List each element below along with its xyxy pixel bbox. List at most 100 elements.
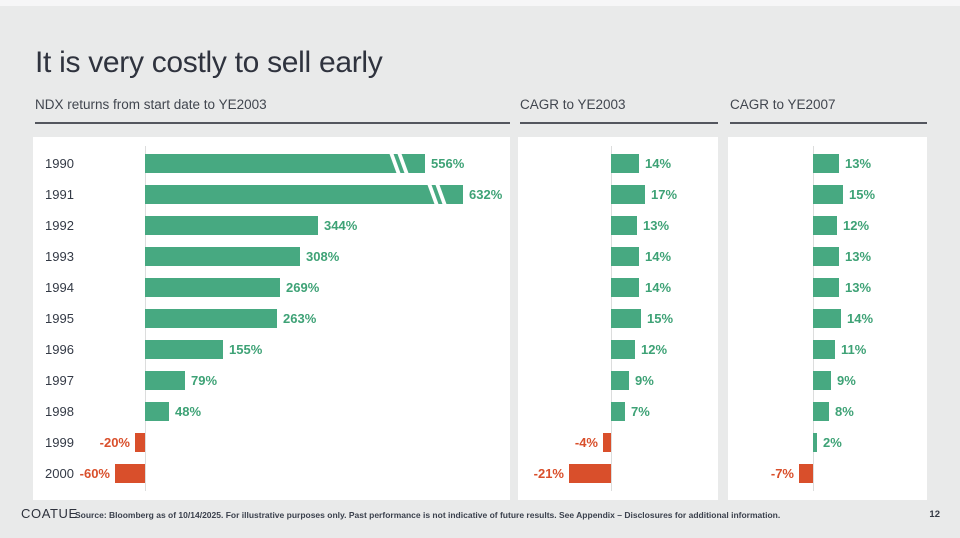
value-label: 13% [845, 249, 872, 264]
bar-1993 [813, 247, 839, 266]
bar-1992 [611, 216, 637, 235]
bar-1990 [813, 154, 839, 173]
row-1990: 1990 556% [33, 148, 510, 179]
value-label: 12% [843, 218, 870, 233]
bar-1996 [813, 340, 835, 359]
row-1990: 13% [728, 148, 927, 179]
bar-1992 [145, 216, 318, 235]
bar-1997 [813, 371, 831, 390]
value-label: -60% [79, 466, 110, 481]
year-label: 1996 [45, 342, 74, 357]
value-label: 556% [431, 156, 465, 171]
value-label: 17% [651, 187, 678, 202]
year-label: 1991 [45, 187, 74, 202]
bar-1995 [145, 309, 277, 328]
value-label: 269% [286, 280, 320, 295]
bar-1993 [145, 247, 300, 266]
year-label: 1999 [45, 435, 74, 450]
year-label: 1990 [45, 156, 74, 171]
bar-1996 [145, 340, 223, 359]
row-2000: -7% [728, 458, 927, 489]
row-1999: 2% [728, 427, 927, 458]
row-2000: -21% [518, 458, 718, 489]
value-label: 14% [847, 311, 874, 326]
value-label: -7% [770, 466, 794, 481]
bar-1998 [611, 402, 625, 421]
chart-header-cagr-ye2007: CAGR to YE2007 [730, 97, 927, 124]
year-label: 1993 [45, 249, 74, 264]
footer-disclaimer: Source: Bloomberg as of 10/14/2025. For … [75, 510, 781, 520]
chart-rows: 1990 556% 1991 632% 1992 344% 1993 308% 1994 269%… [33, 148, 510, 489]
value-label: 8% [835, 404, 854, 419]
row-1992: 12% [728, 210, 927, 241]
axis-break-icon [389, 153, 409, 174]
row-1993: 14% [518, 241, 718, 272]
row-1995: 1995 263% [33, 303, 510, 334]
row-1995: 15% [518, 303, 718, 334]
bar-1997 [145, 371, 185, 390]
value-label: 15% [849, 187, 876, 202]
bar-1999 [135, 433, 145, 452]
year-label: 1997 [45, 373, 74, 388]
coatue-logo: COATUE [21, 506, 78, 521]
value-label: 263% [283, 311, 317, 326]
row-1996: 12% [518, 334, 718, 365]
value-label: 48% [175, 404, 202, 419]
row-2000: 2000 -60% [33, 458, 510, 489]
value-label: 14% [645, 249, 672, 264]
bar-1994 [813, 278, 839, 297]
value-label: 14% [645, 156, 672, 171]
value-label: 344% [324, 218, 358, 233]
bar-1990 [145, 153, 425, 174]
chart-header-label: CAGR to YE2003 [520, 97, 626, 112]
page-title: It is very costly to sell early [35, 46, 383, 80]
chart-header-cagr-ye2003: CAGR to YE2003 [520, 97, 718, 124]
chart-rows: 14% 17% 13% 14% 14% 15% 12% 9% 7% -4% -21% [518, 148, 718, 489]
value-label: 9% [635, 373, 654, 388]
row-1997: 9% [518, 365, 718, 396]
chart-header-label: CAGR to YE2007 [730, 97, 836, 112]
row-1997: 9% [728, 365, 927, 396]
value-label: 14% [645, 280, 672, 295]
value-label: 11% [841, 342, 867, 357]
year-label: 1995 [45, 311, 74, 326]
value-label: 2% [823, 435, 842, 450]
top-strip [0, 0, 960, 6]
row-1995: 14% [728, 303, 927, 334]
chart-panel-ndx-returns: 1990 556% 1991 632% 1992 344% 1993 308% 1994 269%… [33, 137, 510, 500]
bar-1993 [611, 247, 639, 266]
bar-1995 [611, 309, 641, 328]
row-1994: 1994 269% [33, 272, 510, 303]
year-label: 1998 [45, 404, 74, 419]
row-1993: 1993 308% [33, 241, 510, 272]
row-1997: 1997 79% [33, 365, 510, 396]
axis-break-icon [427, 184, 447, 205]
value-label: -21% [533, 466, 564, 481]
bar-1994 [611, 278, 639, 297]
value-label: 7% [631, 404, 650, 419]
row-1996: 1996 155% [33, 334, 510, 365]
bar-1990 [611, 154, 639, 173]
value-label: 308% [306, 249, 340, 264]
row-1993: 13% [728, 241, 927, 272]
value-label: -4% [574, 435, 598, 450]
value-label: 13% [845, 280, 872, 295]
value-label: 13% [845, 156, 872, 171]
bar-1994 [145, 278, 280, 297]
bar-2000 [115, 464, 145, 483]
bar-1992 [813, 216, 837, 235]
row-1991: 17% [518, 179, 718, 210]
value-label: 15% [647, 311, 674, 326]
bar-1998 [145, 402, 169, 421]
chart-panel-cagr-ye2003: 14% 17% 13% 14% 14% 15% 12% 9% 7% -4% -21% [518, 137, 718, 500]
row-1992: 1992 344% [33, 210, 510, 241]
bar-1991 [813, 185, 843, 204]
bar-1995 [813, 309, 841, 328]
row-1998: 1998 48% [33, 396, 510, 427]
value-label: 13% [643, 218, 670, 233]
footer: COATUE Source: Bloomberg as of 10/14/202… [0, 500, 960, 538]
year-label: 1994 [45, 280, 74, 295]
row-1999: -4% [518, 427, 718, 458]
year-label: 1992 [45, 218, 74, 233]
